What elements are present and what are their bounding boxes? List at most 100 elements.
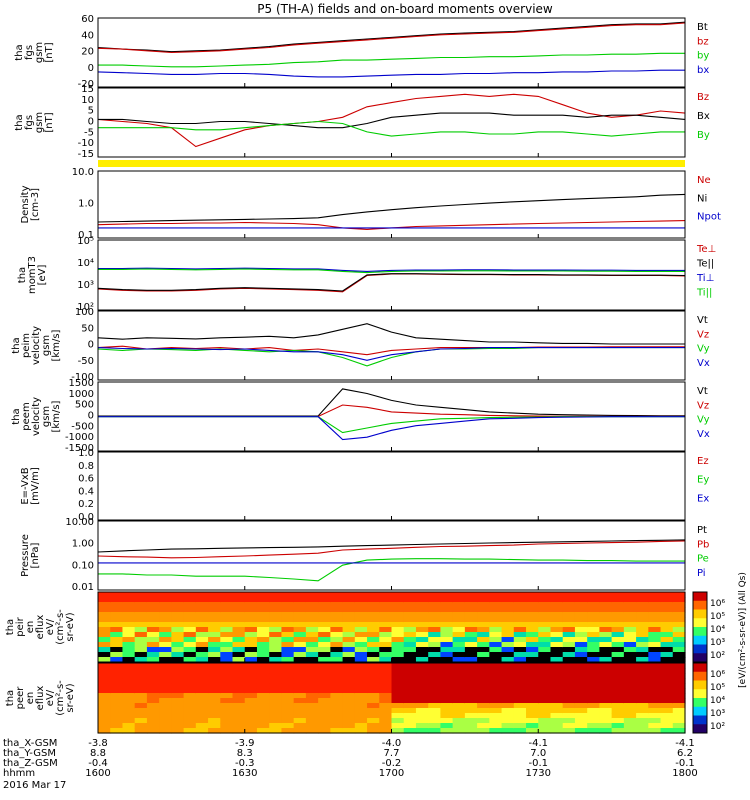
heatmap-cell <box>513 622 527 628</box>
heatmap-cell <box>440 678 454 684</box>
heatmap-cell <box>501 703 515 709</box>
x-row-value: 1700 <box>379 768 404 779</box>
y-axis-label: velocity <box>31 326 42 365</box>
heatmap-cell <box>599 597 613 603</box>
heatmap-cell <box>244 592 258 598</box>
heatmap-cell <box>611 673 625 679</box>
heatmap-cell <box>391 693 405 699</box>
heatmap-cell <box>415 647 429 653</box>
heatmap-cell <box>403 673 417 679</box>
heatmap-cell <box>452 642 466 648</box>
heatmap-cell <box>464 627 478 633</box>
heatmap-cell <box>171 617 185 623</box>
x-row-value: -4.1 <box>675 738 695 749</box>
heatmap-cell <box>513 663 527 669</box>
heatmap-cell <box>122 632 136 638</box>
y-tick-label: 10² <box>77 302 94 313</box>
heatmap-cell <box>623 617 637 623</box>
y-tick-label: 0.4 <box>78 486 94 497</box>
heatmap-cell <box>379 632 393 638</box>
heatmap-cell <box>183 693 197 699</box>
heatmap-cell <box>159 637 172 643</box>
heatmap-cell <box>269 713 283 719</box>
heatmap-cell <box>330 597 344 603</box>
heatmap-cell <box>281 637 295 643</box>
heatmap-cell <box>587 597 600 603</box>
heatmap-cell <box>183 607 197 613</box>
y-tick-label: 10 <box>81 95 94 106</box>
heatmap-cell <box>159 688 172 694</box>
heatmap-cell <box>208 663 221 669</box>
heatmap-cell <box>232 627 246 633</box>
heatmap-cell <box>318 652 331 658</box>
heatmap-cell <box>330 607 344 613</box>
heatmap-cell <box>134 637 148 643</box>
heatmap-cell <box>98 723 111 729</box>
heatmap-cell <box>440 647 454 653</box>
heatmap-cell <box>391 652 405 658</box>
heatmap-cell <box>403 728 417 734</box>
heatmap-cell <box>330 693 344 699</box>
heatmap-cell <box>452 713 466 719</box>
heatmap-cell <box>660 673 674 679</box>
heatmap-cell <box>159 602 172 608</box>
heatmap-cell <box>122 607 136 613</box>
heatmap-cell <box>660 663 674 669</box>
heatmap-cell <box>538 668 552 674</box>
heatmap-cell <box>281 617 295 623</box>
heatmap-cell <box>232 678 246 684</box>
colorbar-segment <box>693 627 707 637</box>
colorbar-tick-label: 10⁵ <box>710 683 725 693</box>
heatmap-cell <box>354 627 368 633</box>
heatmap-cell <box>195 592 209 598</box>
heatmap-cell <box>636 617 649 623</box>
heatmap-cell <box>538 693 552 699</box>
heatmap-cell <box>391 657 405 663</box>
heatmap-cell <box>379 673 393 679</box>
heatmap-cell <box>354 622 368 628</box>
heatmap-cell <box>403 602 417 608</box>
heatmap-cell <box>354 632 368 638</box>
heatmap-cell <box>122 698 136 704</box>
heatmap-cell <box>574 607 588 613</box>
heatmap-cell <box>318 607 331 613</box>
heatmap-cell <box>648 597 662 603</box>
heatmap-cell <box>428 592 442 598</box>
heatmap-cell <box>110 703 124 709</box>
heatmap-cell <box>379 597 393 603</box>
heatmap-cell <box>562 688 576 694</box>
heatmap-cell <box>599 642 613 648</box>
heatmap-cell <box>623 592 637 598</box>
heatmap-cell <box>636 632 649 638</box>
heatmap-cell <box>318 688 331 694</box>
heatmap-cell <box>146 688 160 694</box>
heatmap-cell <box>305 728 319 734</box>
heatmap-cell <box>195 657 209 663</box>
heatmap-cell <box>195 663 209 669</box>
heatmap-cell <box>183 708 197 714</box>
heatmap-cell <box>550 683 564 689</box>
heatmap-cell <box>611 683 625 689</box>
heatmap-cell <box>342 642 356 648</box>
heatmap-cell <box>367 678 380 684</box>
heatmap-cell <box>244 612 258 618</box>
heatmap-cell <box>171 592 185 598</box>
heatmap-cell <box>599 698 613 704</box>
heatmap-cell <box>256 673 270 679</box>
series-line-Ti|| <box>98 268 685 274</box>
heatmap-cell <box>464 693 478 699</box>
heatmap-cell <box>256 622 270 628</box>
heatmap-cell <box>256 597 270 603</box>
heatmap-cell <box>550 718 564 724</box>
heatmap-cell <box>256 678 270 684</box>
heatmap-cell <box>244 728 258 734</box>
heatmap-cell <box>513 592 527 598</box>
heatmap-cell <box>367 693 380 699</box>
heatmap-cell <box>611 602 625 608</box>
heatmap-cell <box>440 673 454 679</box>
heatmap-cell <box>660 627 674 633</box>
heatmap-cell <box>623 728 637 734</box>
heatmap-cell <box>477 718 490 724</box>
heatmap-cell <box>501 647 515 653</box>
heatmap-cell <box>440 668 454 674</box>
